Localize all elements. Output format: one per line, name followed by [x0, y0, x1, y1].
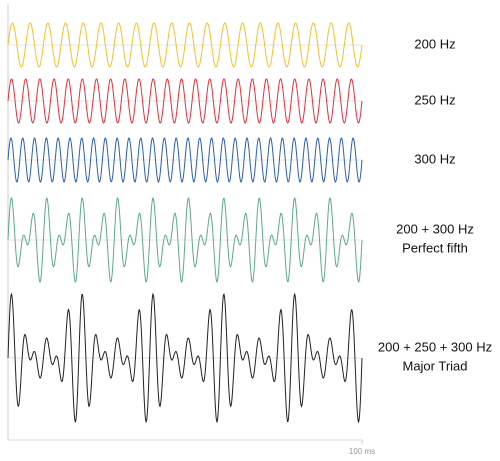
series-label: 200 Hz [414, 36, 455, 51]
series-label: 200 + 300 Hz [396, 221, 474, 236]
waveform [7, 22, 363, 68]
series-subtitle: Major Triad [402, 358, 467, 373]
waveform [7, 292, 363, 424]
waveform [7, 78, 363, 124]
series-label: 250 Hz [414, 92, 455, 107]
waveform [7, 137, 363, 183]
waveform [7, 196, 363, 284]
series-label: 300 Hz [414, 151, 455, 166]
x-tick-label: 100 ms [349, 447, 375, 456]
series-label: 200 + 250 + 300 Hz [378, 339, 492, 354]
series-subtitle: Perfect fifth [402, 240, 468, 255]
